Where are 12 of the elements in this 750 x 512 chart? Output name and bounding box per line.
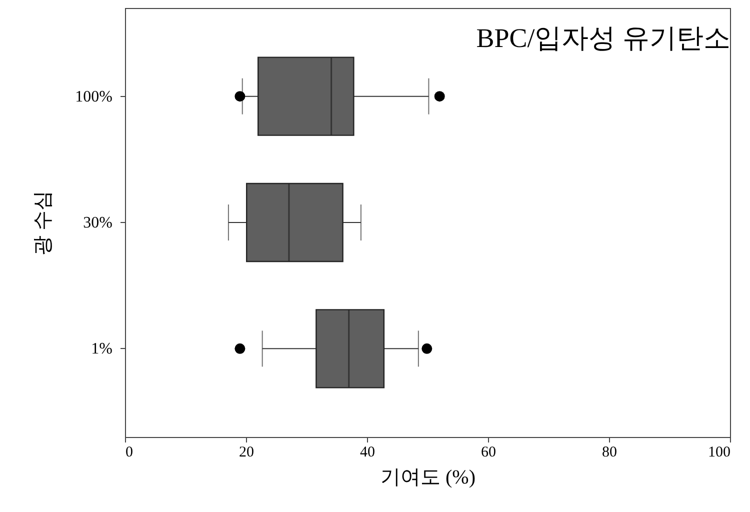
- x-tick-label: 20: [239, 444, 254, 460]
- y-tick-label: 100%: [75, 88, 112, 106]
- x-tick-label: 0: [126, 444, 133, 460]
- text: BPC/입자성 유기탄소: [476, 23, 730, 53]
- x-tick-label: 80: [602, 444, 617, 460]
- x-tick-label: 40: [360, 444, 375, 460]
- x-axis-title: 기여도 (%): [380, 466, 476, 488]
- y-axis-title: 광 수심: [32, 190, 54, 256]
- x-tick-label: 100: [708, 444, 730, 460]
- x-tick-label: 60: [481, 444, 496, 460]
- y-tick-label: 1%: [91, 340, 112, 358]
- y-tick-label: 30%: [83, 214, 112, 232]
